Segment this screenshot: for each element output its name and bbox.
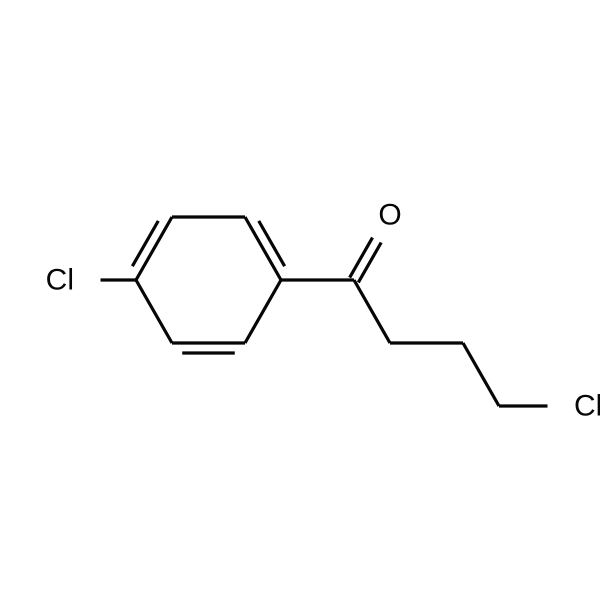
- bond-line: [463, 343, 499, 406]
- bond-line: [136, 280, 172, 343]
- bond-line: [350, 238, 373, 278]
- bond-line: [259, 221, 285, 266]
- bond-line: [132, 221, 158, 266]
- atom-label: O: [378, 199, 401, 232]
- bond-line: [354, 280, 390, 343]
- atom-label: Cl: [46, 264, 74, 297]
- molecule-diagram: Cl O Cl: [0, 0, 600, 600]
- bond-line: [358, 242, 381, 282]
- bond-line: [245, 280, 281, 343]
- atom-label: Cl: [574, 390, 600, 423]
